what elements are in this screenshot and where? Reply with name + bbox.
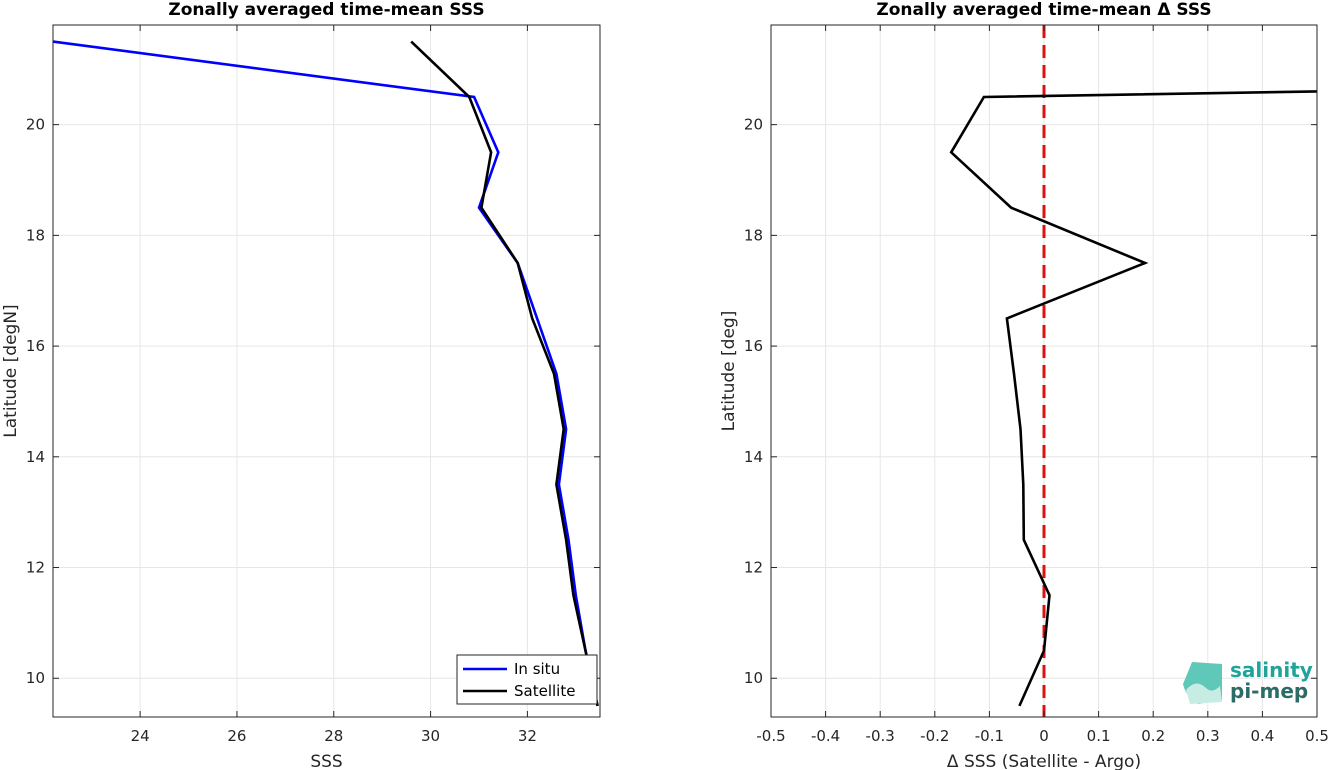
x-tick-label: 28 (324, 727, 343, 745)
legend-box (456, 654, 598, 705)
y-tick-label: 16 (26, 337, 45, 355)
y-tick-label: 20 (26, 116, 45, 134)
x-tick-label: -0.2 (920, 727, 949, 745)
y-tick-label: 18 (26, 226, 45, 244)
chart-title: Zonally averaged time-mean Δ SSS (876, 0, 1211, 20)
y-axis-label: Latitude [degN] (1, 304, 21, 437)
x-tick-label: 30 (421, 727, 440, 745)
y-tick-label: 12 (744, 559, 763, 577)
series-line-satellite (410, 40, 599, 707)
logo-wave-icon (1186, 683, 1222, 704)
y-tick-label: 20 (744, 116, 763, 134)
y-axis-label: Latitude [deg] (719, 311, 739, 432)
right-plot: -0.5 -0.4 -0.3 -0.2 -0.1 0 0.1 0.2 0.3 0.4 0.5 10 12… (719, 0, 1329, 770)
x-tick-label: 24 (131, 727, 150, 745)
y-tick-label: 10 (744, 669, 763, 687)
x-tick-label: 0 (1039, 727, 1049, 745)
salinity-pi-mep-logo: salinity pi-mep (1183, 658, 1313, 704)
y-tick-label: 16 (744, 337, 763, 355)
y-tick-label: 10 (26, 669, 45, 687)
x-tick-label: 0.2 (1141, 727, 1165, 745)
axes-box (52, 24, 601, 718)
x-tick-label: -0.1 (975, 727, 1004, 745)
x-tick-label: -0.3 (866, 727, 895, 745)
x-tick-label: -0.5 (756, 727, 785, 745)
y-tick-label: 14 (744, 448, 763, 466)
x-tick-label: 32 (518, 727, 537, 745)
chart-title: Zonally averaged time-mean SSS (168, 0, 484, 20)
x-axis-label: Δ SSS (Satellite - Argo) (947, 752, 1141, 770)
legend-label: In situ (514, 660, 560, 678)
logo-text-pi-mep: pi-mep (1230, 679, 1308, 703)
x-axis-label: SSS (310, 752, 342, 770)
x-tick-label: 0.4 (1250, 727, 1274, 745)
x-tick-label: 0.1 (1087, 727, 1111, 745)
series-line-in-situ (52, 40, 599, 707)
series-line-delta-sss (949, 90, 1318, 707)
y-tick-label: 12 (26, 559, 45, 577)
logo-text-salinity: salinity (1230, 658, 1313, 682)
x-tick-label: 0.3 (1196, 727, 1220, 745)
x-tick-label: 26 (227, 727, 246, 745)
legend-label: Satellite (514, 682, 575, 700)
left-plot: 24 26 28 30 32 10 12 14 16 18 20 Zonally averaged t… (1, 0, 601, 770)
y-tick-label: 14 (26, 448, 45, 466)
y-tick-label: 18 (744, 226, 763, 244)
x-tick-label: 0.5 (1305, 727, 1329, 745)
x-tick-label: -0.4 (811, 727, 840, 745)
